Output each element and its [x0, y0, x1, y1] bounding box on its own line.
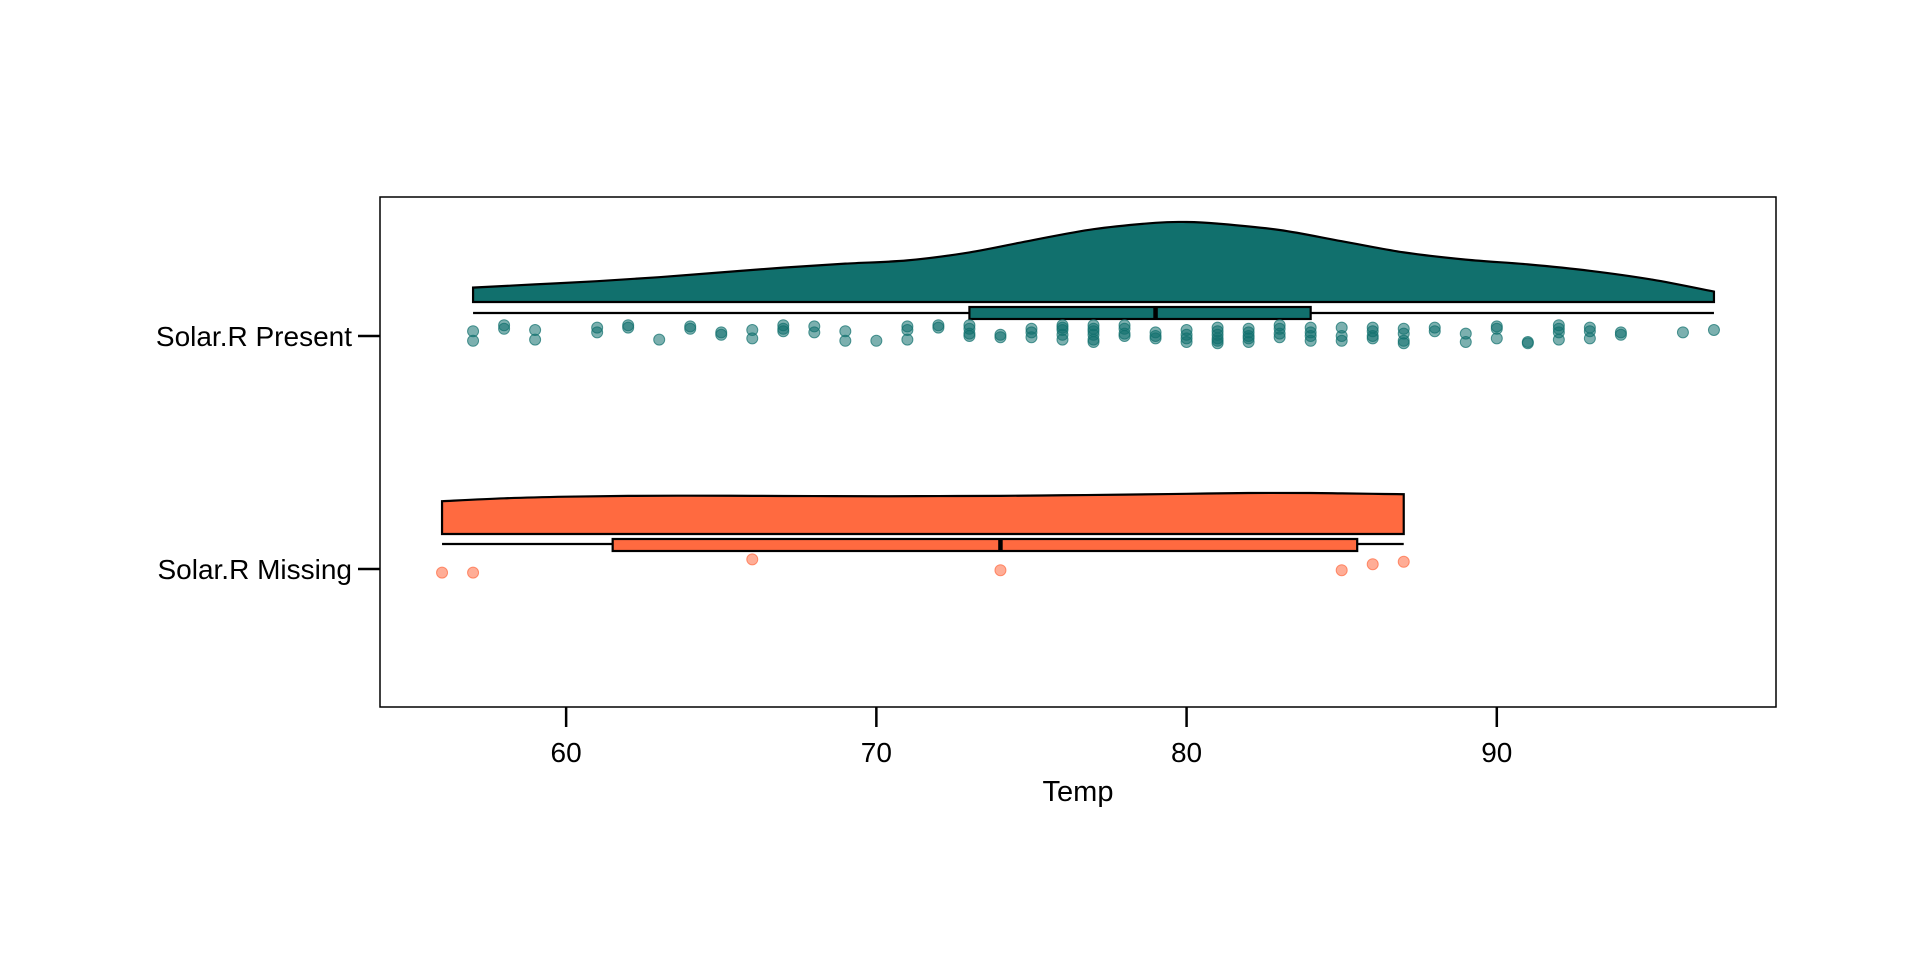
data-point-solar-r-present	[1490, 332, 1503, 345]
data-point-solar-r-missing	[994, 564, 1007, 577]
data-point-solar-r-present	[777, 325, 790, 338]
y-tick-label-solar-r-present: Solar.R Present	[156, 321, 352, 352]
box-solar-r-missing	[611, 537, 1359, 553]
data-point-solar-r-present	[1180, 336, 1193, 348]
data-point-solar-r-missing	[1397, 555, 1410, 568]
x-tick-label-70: 70	[861, 737, 892, 768]
groups-layer	[436, 220, 1720, 579]
data-point-solar-r-present	[529, 333, 542, 346]
data-point-solar-r-present	[1521, 337, 1534, 350]
data-point-solar-r-present	[622, 321, 635, 334]
y-tick-label-solar-r-missing: Solar.R Missing	[157, 554, 352, 585]
data-point-solar-r-present	[1056, 333, 1069, 346]
group-solar-r-present	[467, 220, 1720, 350]
data-point-solar-r-present	[1366, 332, 1379, 345]
data-point-solar-r-present	[1087, 336, 1100, 348]
data-point-solar-r-present	[1025, 331, 1038, 344]
density-cloud-solar-r-present	[471, 220, 1716, 304]
data-point-solar-r-present	[1707, 324, 1720, 336]
data-point-solar-r-present	[808, 326, 821, 339]
data-point-solar-r-present	[684, 322, 697, 335]
box-solar-r-present	[968, 305, 1312, 321]
data-point-solar-r-present	[963, 330, 976, 342]
data-point-solar-r-present	[1676, 326, 1689, 339]
data-point-solar-r-present	[1397, 337, 1410, 350]
data-point-solar-r-present	[715, 328, 728, 341]
data-point-solar-r-missing	[436, 566, 449, 579]
data-point-solar-r-present	[901, 333, 914, 346]
data-point-solar-r-present	[839, 334, 852, 347]
density-cloud-solar-r-missing	[440, 491, 1405, 536]
data-point-solar-r-present	[653, 333, 666, 346]
data-point-solar-r-present	[1118, 330, 1131, 342]
data-point-solar-r-present	[1459, 336, 1472, 348]
x-axis-title: Temp	[1043, 776, 1114, 808]
data-point-solar-r-missing	[467, 566, 480, 579]
data-point-solar-r-present	[1211, 337, 1224, 350]
data-point-solar-r-present	[870, 334, 883, 347]
data-point-solar-r-missing	[1335, 564, 1348, 577]
data-point-solar-r-missing	[746, 553, 759, 566]
x-tick-label-60: 60	[551, 737, 582, 768]
data-point-solar-r-present	[1428, 325, 1441, 338]
data-point-solar-r-present	[932, 321, 945, 334]
data-point-solar-r-present	[1583, 332, 1596, 345]
data-point-solar-r-present	[1552, 333, 1565, 346]
x-tick-label-90: 90	[1481, 737, 1512, 768]
data-point-solar-r-present	[1304, 334, 1317, 347]
group-solar-r-missing	[436, 491, 1410, 579]
plot-frame	[379, 196, 1777, 708]
data-point-solar-r-present	[591, 326, 604, 339]
x-axis: 60 70 80 90	[551, 707, 1512, 768]
data-point-solar-r-missing	[1366, 558, 1379, 571]
data-point-solar-r-present	[1273, 331, 1286, 344]
data-point-solar-r-present	[1614, 328, 1627, 341]
data-point-solar-r-present	[994, 331, 1007, 344]
data-point-solar-r-present	[467, 334, 480, 347]
data-point-solar-r-present	[1335, 334, 1348, 347]
data-point-solar-r-present	[1242, 336, 1255, 348]
y-axis: Solar.R Present Solar.R Missing	[156, 321, 380, 585]
data-point-solar-r-present	[498, 322, 511, 335]
data-point-solar-r-present	[1149, 332, 1162, 345]
data-point-solar-r-present	[746, 332, 759, 345]
x-tick-label-80: 80	[1171, 737, 1202, 768]
